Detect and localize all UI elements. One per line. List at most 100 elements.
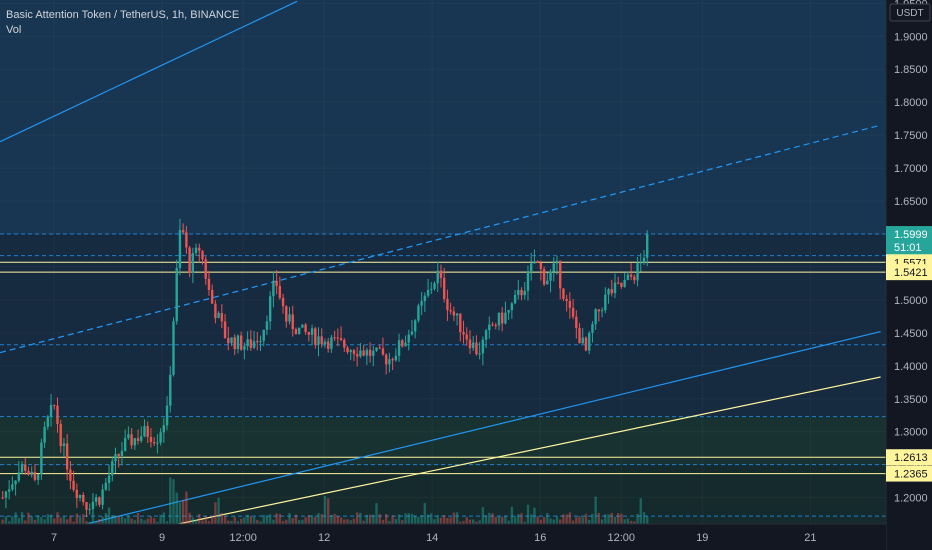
candle-body-152 xyxy=(491,324,494,326)
volume-bar-118 xyxy=(381,519,385,524)
volume-bar-139 xyxy=(449,517,452,524)
candle-body-138 xyxy=(446,298,449,311)
candle-body-113 xyxy=(365,349,369,356)
candle-body-2 xyxy=(7,489,11,492)
candle-body-126 xyxy=(407,334,410,343)
volume-bar-30 xyxy=(98,518,101,524)
candle-body-137 xyxy=(442,277,446,299)
volume-bar-105 xyxy=(339,517,343,524)
time-tick-label-4: 14 xyxy=(426,532,438,544)
candle-body-149 xyxy=(481,339,485,354)
volume-bar-148 xyxy=(478,520,481,524)
volume-bar-22 xyxy=(72,521,75,524)
candle-body-161 xyxy=(520,289,523,296)
zone-3 xyxy=(0,464,886,524)
candle-body-93 xyxy=(301,324,304,328)
volume-bar-104 xyxy=(336,516,340,524)
volume-bar-51 xyxy=(165,521,169,524)
volume-bar-27 xyxy=(88,521,91,524)
volume-bar-129 xyxy=(417,516,420,524)
candle-body-166 xyxy=(536,261,539,263)
volume-bar-134 xyxy=(433,519,436,524)
volume-bar-63 xyxy=(204,516,207,524)
volume-bar-112 xyxy=(362,520,365,524)
volume-bar-179 xyxy=(578,516,581,524)
candle-body-56 xyxy=(181,230,185,233)
volume-bar-82 xyxy=(265,516,269,524)
candle-body-55 xyxy=(178,230,182,269)
candle-body-91 xyxy=(294,329,298,335)
volume-bar-152 xyxy=(491,513,494,524)
candle-body-185 xyxy=(597,309,601,312)
volume-bar-100 xyxy=(323,495,327,524)
volume-bar-178 xyxy=(575,517,578,524)
zone-layer xyxy=(0,0,886,524)
symbol-title[interactable]: Basic Attention Token / TetherUS, 1h, BI… xyxy=(6,9,240,21)
volume-bar-40 xyxy=(130,518,133,524)
price-tick-label-15: 1.2000 xyxy=(894,493,928,505)
volume-bar-74 xyxy=(239,518,243,524)
candle-body-68 xyxy=(220,313,224,322)
volume-bar-1 xyxy=(4,516,8,524)
candle-body-105 xyxy=(339,338,343,340)
candle-body-47 xyxy=(152,442,156,444)
candle-body-72 xyxy=(233,337,236,350)
time-tick-label-0: 7 xyxy=(51,532,57,544)
candle-body-79 xyxy=(256,341,259,343)
volume-bar-185 xyxy=(597,512,601,524)
candle-body-76 xyxy=(246,339,249,347)
candle-body-134 xyxy=(433,283,436,289)
candle-body-97 xyxy=(314,328,317,345)
time-tick-label-8: 21 xyxy=(804,532,816,544)
volume-bar-73 xyxy=(236,521,240,524)
candle-body-61 xyxy=(198,247,201,251)
candle-body-125 xyxy=(404,342,407,347)
volume-bar-65 xyxy=(210,515,214,524)
volume-bar-0 xyxy=(1,519,4,524)
candle-body-0 xyxy=(1,497,4,499)
candle-body-26 xyxy=(85,501,88,510)
candle-body-83 xyxy=(268,296,272,322)
candle-body-104 xyxy=(336,337,340,339)
candle-body-77 xyxy=(249,339,253,348)
candle-body-45 xyxy=(146,426,149,437)
candle-body-46 xyxy=(149,436,153,443)
candle-body-159 xyxy=(513,295,517,304)
volume-bar-29 xyxy=(94,521,98,524)
volume-bar-11 xyxy=(36,515,40,524)
price-tick-label-1: 1.9000 xyxy=(894,31,928,43)
candle-body-36 xyxy=(117,454,120,457)
volume-bar-184 xyxy=(594,496,597,524)
candle-body-196 xyxy=(633,276,636,281)
last-price-label: 1.5999 xyxy=(894,229,928,241)
candle-body-75 xyxy=(243,346,246,350)
candle-body-41 xyxy=(133,438,137,446)
volume-bar-48 xyxy=(156,521,159,524)
volume-bar-86 xyxy=(278,514,282,524)
volume-bar-199 xyxy=(642,512,646,524)
volume-bar-156 xyxy=(504,515,507,524)
candle-body-189 xyxy=(610,289,613,294)
volume-bar-130 xyxy=(420,515,423,524)
candle-body-118 xyxy=(381,348,385,355)
candle-body-171 xyxy=(552,263,555,272)
candle-body-50 xyxy=(162,425,166,433)
volume-bar-99 xyxy=(320,514,323,524)
zone-0 xyxy=(0,0,886,235)
volume-bar-189 xyxy=(610,512,613,524)
volume-indicator-label[interactable]: Vol xyxy=(6,24,22,36)
candle-body-42 xyxy=(136,438,140,441)
volume-bar-14 xyxy=(46,514,50,524)
volume-bar-144 xyxy=(465,517,468,524)
volume-bar-126 xyxy=(407,513,410,524)
candle-body-186 xyxy=(600,310,604,312)
time-axis[interactable]: 7 9 12:00 12 14 16 12:00 19 21 xyxy=(0,523,886,550)
volume-bar-69 xyxy=(223,515,227,524)
volume-bar-173 xyxy=(559,519,562,524)
volume-bar-76 xyxy=(246,514,249,524)
level-badge-3 xyxy=(886,449,932,466)
candle-body-124 xyxy=(401,340,404,347)
candle-body-128 xyxy=(413,320,417,332)
